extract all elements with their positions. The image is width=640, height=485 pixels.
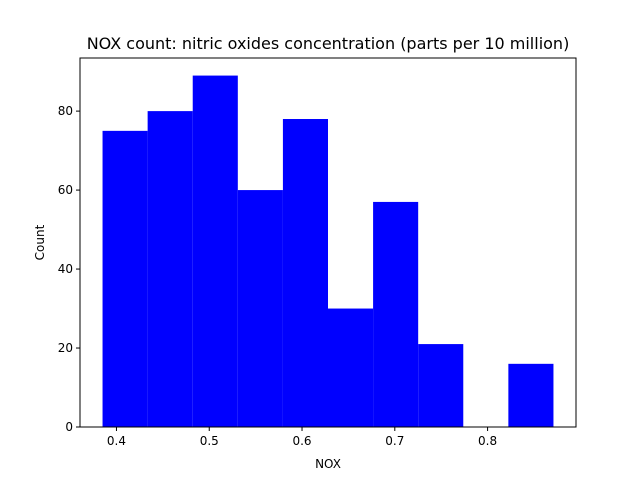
x-tick-label: 0.6 — [292, 434, 311, 448]
x-tick-label: 0.8 — [478, 434, 497, 448]
y-tick-label: 80 — [58, 104, 73, 118]
histogram-bar — [147, 111, 193, 428]
y-tick-label: 60 — [58, 183, 73, 197]
histogram-bar — [102, 130, 148, 427]
y-tick-label: 0 — [65, 420, 73, 434]
x-tick-label: 0.5 — [200, 434, 219, 448]
histogram-bar — [373, 201, 419, 427]
bars-layer — [102, 75, 554, 428]
chart-title: NOX count: nitric oxides concentration (… — [87, 34, 570, 53]
y-tick-label: 20 — [58, 341, 73, 355]
histogram-bar — [192, 75, 238, 428]
x-axis-label: NOX — [315, 457, 341, 471]
histogram-bar — [418, 344, 464, 427]
y-axis: 0 20 40 60 80 — [58, 104, 80, 434]
x-tick-label: 0.7 — [385, 434, 404, 448]
y-tick-label: 40 — [58, 262, 73, 276]
x-tick-label: 0.4 — [107, 434, 126, 448]
x-axis: 0.4 0.5 0.6 0.7 0.8 — [107, 427, 497, 448]
histogram-bar — [282, 119, 328, 428]
histogram-bar — [237, 190, 283, 427]
histogram-bar — [508, 363, 554, 427]
plot-frame — [79, 57, 577, 428]
histogram-bar — [328, 308, 374, 427]
y-axis-label: Count — [33, 224, 47, 260]
